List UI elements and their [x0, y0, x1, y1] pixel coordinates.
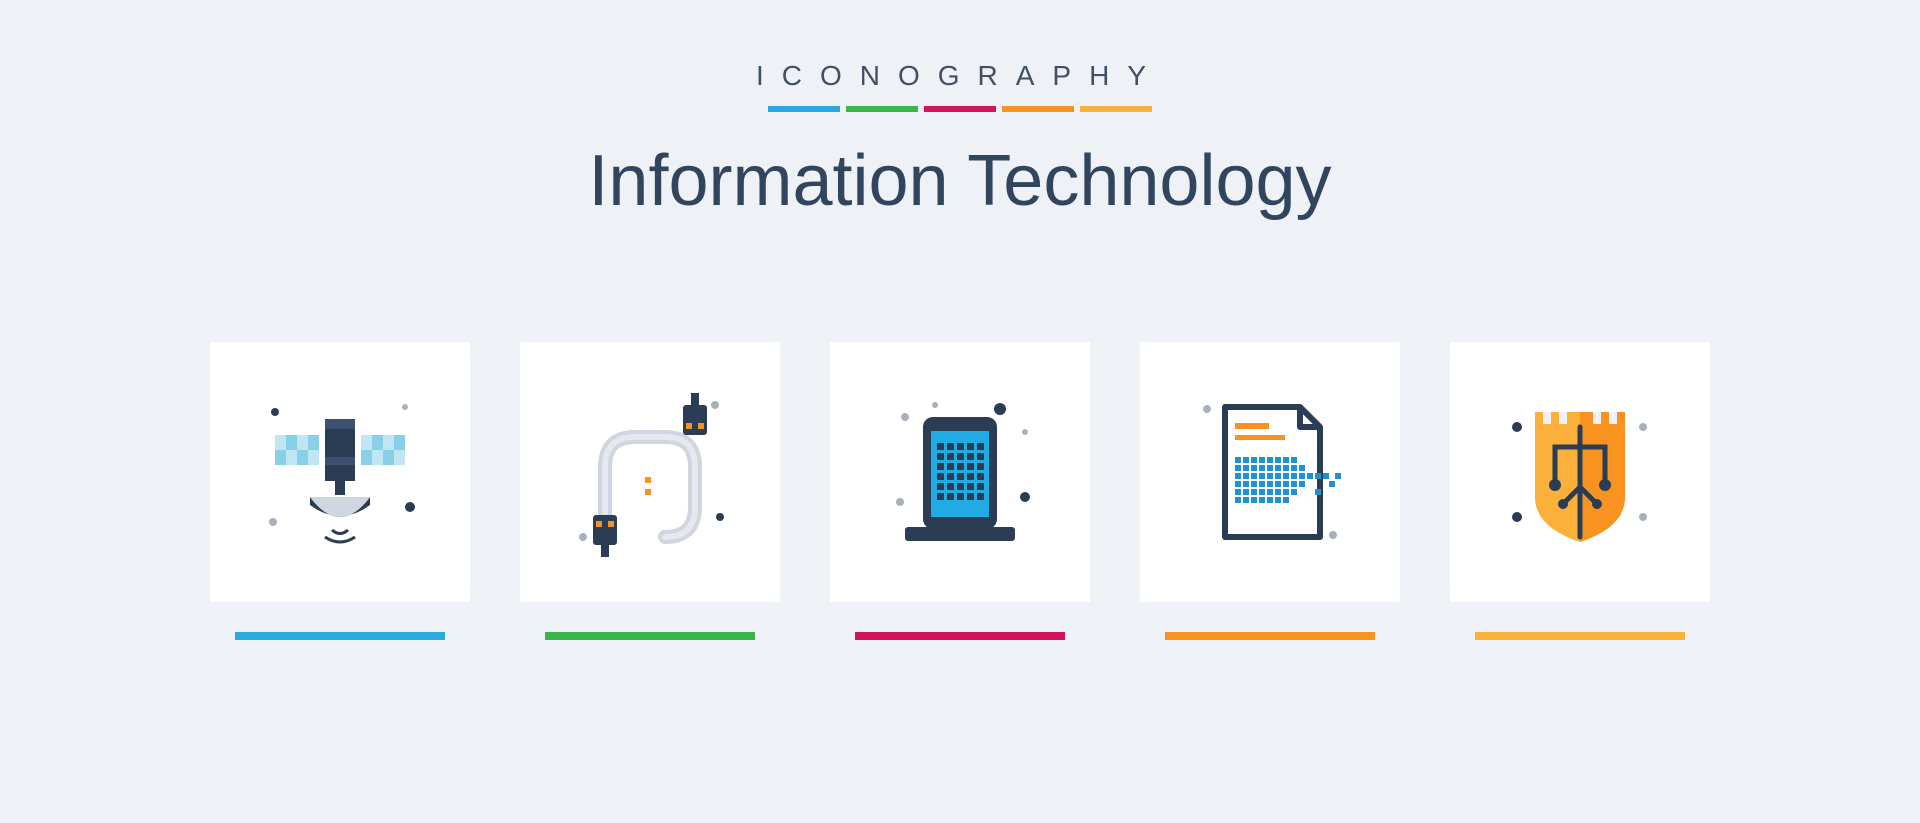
card-stripe — [235, 632, 445, 640]
satellite-icon — [255, 387, 425, 557]
brand-text: ICONOGRAPHY — [588, 60, 1331, 92]
icon-tile — [1140, 342, 1400, 602]
icon-tile — [210, 342, 470, 602]
card-stripe — [1475, 632, 1685, 640]
stripe-1 — [846, 106, 918, 112]
circuit-shield-icon — [1495, 387, 1665, 557]
icon-card-cable — [520, 342, 780, 640]
card-stripe — [1165, 632, 1375, 640]
icon-card-mobile — [830, 342, 1090, 640]
stripe-0 — [768, 106, 840, 112]
data-document-icon — [1185, 387, 1355, 557]
mobile-calendar-icon — [875, 387, 1045, 557]
icon-tile — [1450, 342, 1710, 602]
brand-underline — [588, 106, 1331, 112]
icon-card-document — [1140, 342, 1400, 640]
icon-tile — [830, 342, 1090, 602]
stripe-3 — [1002, 106, 1074, 112]
page-title: Information Technology — [588, 140, 1331, 222]
stripe-4 — [1080, 106, 1152, 112]
card-stripe — [855, 632, 1065, 640]
icon-row — [210, 342, 1710, 640]
icon-card-shield — [1450, 342, 1710, 640]
header: ICONOGRAPHY Information Technology — [588, 60, 1331, 222]
icon-tile — [520, 342, 780, 602]
stripe-2 — [924, 106, 996, 112]
audio-cable-icon — [565, 387, 735, 557]
icon-card-satellite — [210, 342, 470, 640]
card-stripe — [545, 632, 755, 640]
